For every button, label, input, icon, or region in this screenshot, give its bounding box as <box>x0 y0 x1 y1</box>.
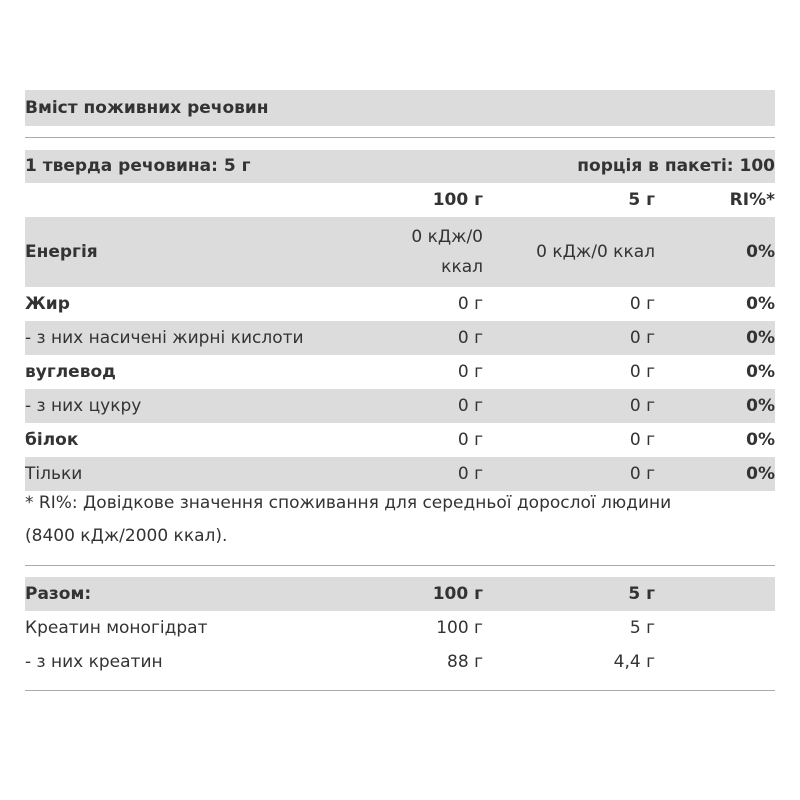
row-label: вуглевод <box>25 362 116 382</box>
cell: 0 г <box>457 294 483 314</box>
cell: 0 кДж/0 ккал <box>536 242 655 262</box>
row: вуглевод 0 г 0 г 0% <box>25 355 775 389</box>
title: Вміст поживних речовин <box>25 98 269 118</box>
nutrition-table: 100 г 5 г RI%* Енергія 0 кДж/0 ккал 0 кД… <box>25 183 775 491</box>
cell: 0 г <box>629 328 655 348</box>
row-label: Енергія <box>25 242 98 262</box>
header-cell: 5 г <box>628 190 655 210</box>
row-label: Тільки <box>25 464 83 484</box>
row-label: - з них креатин <box>25 652 163 672</box>
totals-table: Разом: 100 г 5 г Креатин моногідрат 100 г 5 … <box>25 577 775 679</box>
header-cell: 100 г <box>432 584 483 604</box>
cell: 0 г <box>457 430 483 450</box>
row: Креатин моногідрат 100 г 5 г <box>25 611 775 645</box>
row: Енергія 0 кДж/0 ккал 0 кДж/0 ккал 0% <box>25 217 775 287</box>
totals-header: Разом: 100 г 5 г <box>25 577 775 611</box>
footnote: * RI%: Довідкове значення споживання для… <box>25 493 672 546</box>
serving-label: 1 тверда речовина: 5 г <box>25 156 251 176</box>
row: - з них насичені жирні кислоти 0 г 0 г 0% <box>25 321 775 355</box>
row-label: - з них насичені жирні кислоти <box>25 328 304 348</box>
cell: 0% <box>746 362 775 382</box>
per-pack: порція в пакеті: 100 <box>577 156 775 176</box>
cell: 0% <box>746 396 775 416</box>
cell: 0% <box>746 464 775 484</box>
header-cell: 5 г <box>628 584 655 604</box>
header-row: 100 г 5 г RI%* <box>25 183 775 217</box>
header-cell: Разом: <box>25 584 92 604</box>
cell: 0% <box>746 328 775 348</box>
cell: 0 г <box>457 396 483 416</box>
cell: 0 г <box>457 464 483 484</box>
serving-bar: 1 тверда речовина: 5 г порція в пакеті: … <box>25 150 775 183</box>
row-label: Креатин моногідрат <box>25 618 208 638</box>
row: Жир 0 г 0 г 0% <box>25 287 775 321</box>
cell: 5 г <box>629 618 655 638</box>
cell: 88 г <box>447 652 483 672</box>
row-label: білок <box>25 430 79 450</box>
row: - з них креатин 88 г 4,4 г <box>25 645 775 679</box>
row: Тільки 0 г 0 г 0% <box>25 457 775 491</box>
cell: 0 г <box>629 464 655 484</box>
cell: 100 г <box>436 618 483 638</box>
cell: 0 г <box>629 396 655 416</box>
cell: 0 г <box>457 328 483 348</box>
cell: 0% <box>746 294 775 314</box>
cell: 0% <box>746 430 775 450</box>
cell: 0 кДж/0 ккал <box>411 227 483 277</box>
cell: 0 г <box>457 362 483 382</box>
row: - з них цукру 0 г 0 г 0% <box>25 389 775 423</box>
title-bar: Вміст поживних речовин <box>25 90 775 126</box>
header-cell: 100 г <box>432 190 483 210</box>
divider <box>25 690 775 691</box>
row-label: - з них цукру <box>25 396 142 416</box>
cell: 0 г <box>629 430 655 450</box>
row-label: Жир <box>25 294 70 314</box>
divider <box>25 137 775 138</box>
divider <box>25 565 775 566</box>
cell: 4,4 г <box>613 652 655 672</box>
row: білок 0 г 0 г 0% <box>25 423 775 457</box>
cell: 0 г <box>629 294 655 314</box>
cell: 0 г <box>629 362 655 382</box>
header-cell: RI%* <box>729 190 775 210</box>
cell: 0% <box>746 242 775 262</box>
